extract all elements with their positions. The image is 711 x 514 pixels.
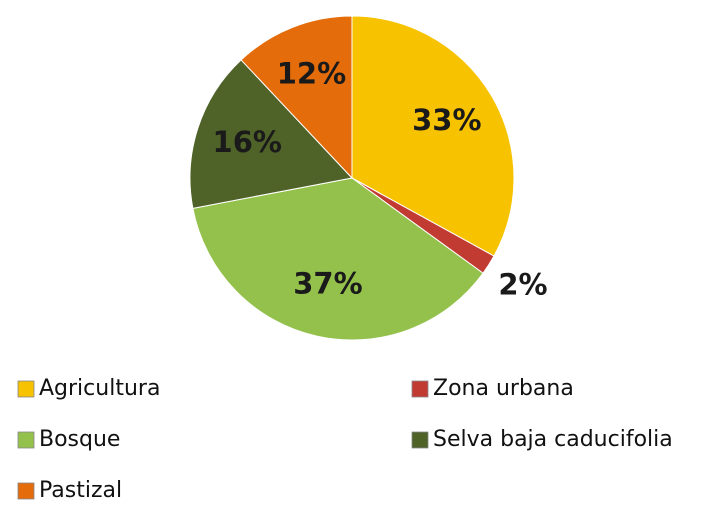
data-label: 37%	[293, 267, 362, 301]
legend-label: Pastizal	[39, 478, 122, 503]
pie-slice	[240, 15, 353, 180]
legend-swatch	[17, 431, 35, 449]
legend-label: Selva baja caducifolia	[433, 427, 673, 452]
pie-slice	[189, 59, 353, 209]
data-label: 12%	[277, 57, 346, 91]
legend-swatch	[17, 482, 35, 500]
data-label: 16%	[213, 125, 282, 159]
legend-label: Zona urbana	[433, 376, 574, 401]
legend-label: Bosque	[39, 427, 120, 452]
data-label: 2%	[498, 268, 547, 302]
legend-label: Agricultura	[39, 376, 160, 401]
legend-swatch	[411, 431, 429, 449]
pie-slice	[351, 15, 515, 257]
legend-swatch	[411, 380, 429, 398]
pie-slice	[192, 177, 484, 341]
data-label: 33%	[412, 103, 481, 137]
legend-swatch	[17, 380, 35, 398]
